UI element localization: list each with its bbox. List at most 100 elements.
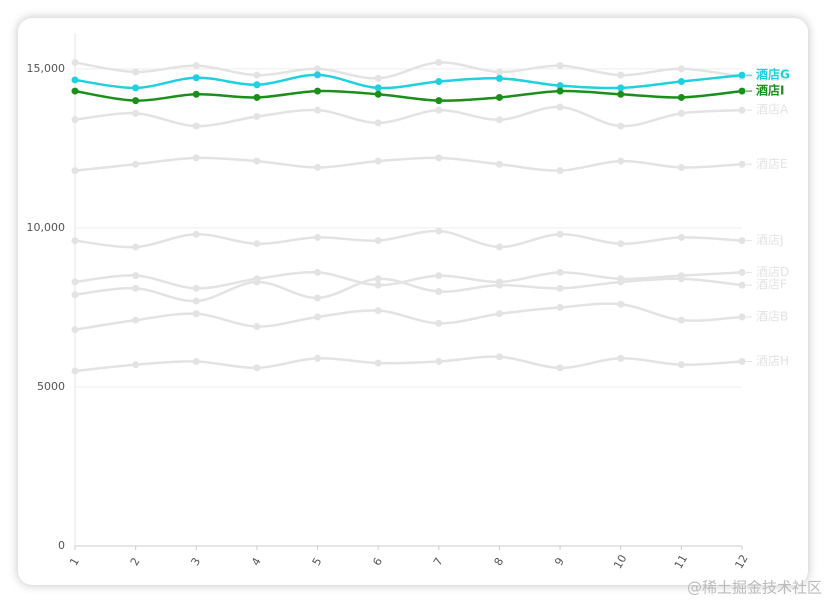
point [253, 93, 261, 101]
point [435, 272, 443, 280]
point [556, 82, 564, 90]
series-label: 酒店B [756, 309, 788, 323]
point [495, 74, 503, 82]
series-label: 酒店F [756, 278, 787, 292]
point [677, 163, 685, 171]
point [556, 87, 564, 95]
point [71, 237, 79, 245]
point [71, 291, 79, 299]
point [253, 364, 261, 372]
point [192, 230, 200, 238]
point [71, 167, 79, 175]
point [677, 65, 685, 73]
series-label: 酒店G [756, 67, 790, 82]
point [738, 281, 746, 289]
x-tick-label: 3 [188, 555, 203, 568]
y-tick-label: 5000 [37, 380, 65, 393]
point [132, 68, 140, 76]
point [738, 71, 746, 79]
y-tick-label: 0 [58, 539, 65, 552]
point [556, 103, 564, 111]
point [192, 297, 200, 305]
point [374, 307, 382, 315]
series-label: 酒店I [756, 83, 784, 98]
point [738, 268, 746, 276]
x-tick-label: 1 [67, 555, 82, 568]
point [374, 237, 382, 245]
point [677, 109, 685, 117]
point [495, 68, 503, 76]
point [192, 62, 200, 70]
point [192, 122, 200, 130]
point [495, 353, 503, 361]
point [314, 106, 322, 114]
x-tick-label: 11 [672, 552, 690, 571]
point [132, 97, 140, 105]
series-line [74, 229, 743, 249]
series-line [74, 355, 743, 373]
point [314, 294, 322, 302]
card [18, 18, 808, 585]
point [556, 284, 564, 292]
point [71, 76, 79, 84]
point [677, 93, 685, 101]
series-label: 酒店H [756, 354, 789, 368]
series-label: 酒店E [756, 157, 788, 171]
series-line [74, 271, 743, 290]
point [556, 268, 564, 276]
point [314, 87, 322, 95]
series-line [74, 277, 743, 303]
point [192, 310, 200, 318]
point [374, 281, 382, 289]
y-tick-label: 10,000 [27, 221, 66, 234]
point [132, 84, 140, 92]
point [253, 322, 261, 330]
point [617, 278, 625, 286]
point [617, 84, 625, 92]
point [677, 361, 685, 369]
point [192, 284, 200, 292]
point [738, 160, 746, 168]
point [435, 97, 443, 105]
point [435, 78, 443, 86]
series-line [74, 302, 743, 331]
point [435, 154, 443, 162]
point [374, 275, 382, 283]
point [738, 237, 746, 245]
series-line [74, 73, 743, 90]
watermark: @稀土掘金技术社区 [687, 579, 822, 597]
point [435, 357, 443, 365]
point [253, 240, 261, 248]
series-line [74, 156, 743, 172]
point [132, 243, 140, 251]
x-tick-label: 5 [310, 555, 325, 568]
point [71, 367, 79, 375]
point [435, 58, 443, 66]
point [495, 160, 503, 168]
point [132, 361, 140, 369]
point [314, 268, 322, 276]
point [738, 313, 746, 321]
point [738, 106, 746, 114]
x-tick-label: 8 [492, 555, 507, 568]
point [192, 90, 200, 98]
point [314, 65, 322, 73]
point [617, 157, 625, 165]
x-tick-label: 9 [552, 555, 567, 568]
point [253, 113, 261, 121]
point [617, 122, 625, 130]
point [132, 316, 140, 324]
point [495, 310, 503, 318]
point [556, 167, 564, 175]
point [253, 157, 261, 165]
point [617, 71, 625, 79]
x-tick-label: 12 [732, 552, 750, 571]
point [314, 233, 322, 241]
series-label: 酒店A [756, 103, 789, 117]
point [314, 71, 322, 79]
point [374, 157, 382, 165]
point [435, 288, 443, 295]
y-tick-label: 15,000 [27, 62, 66, 75]
series-line [74, 89, 743, 102]
